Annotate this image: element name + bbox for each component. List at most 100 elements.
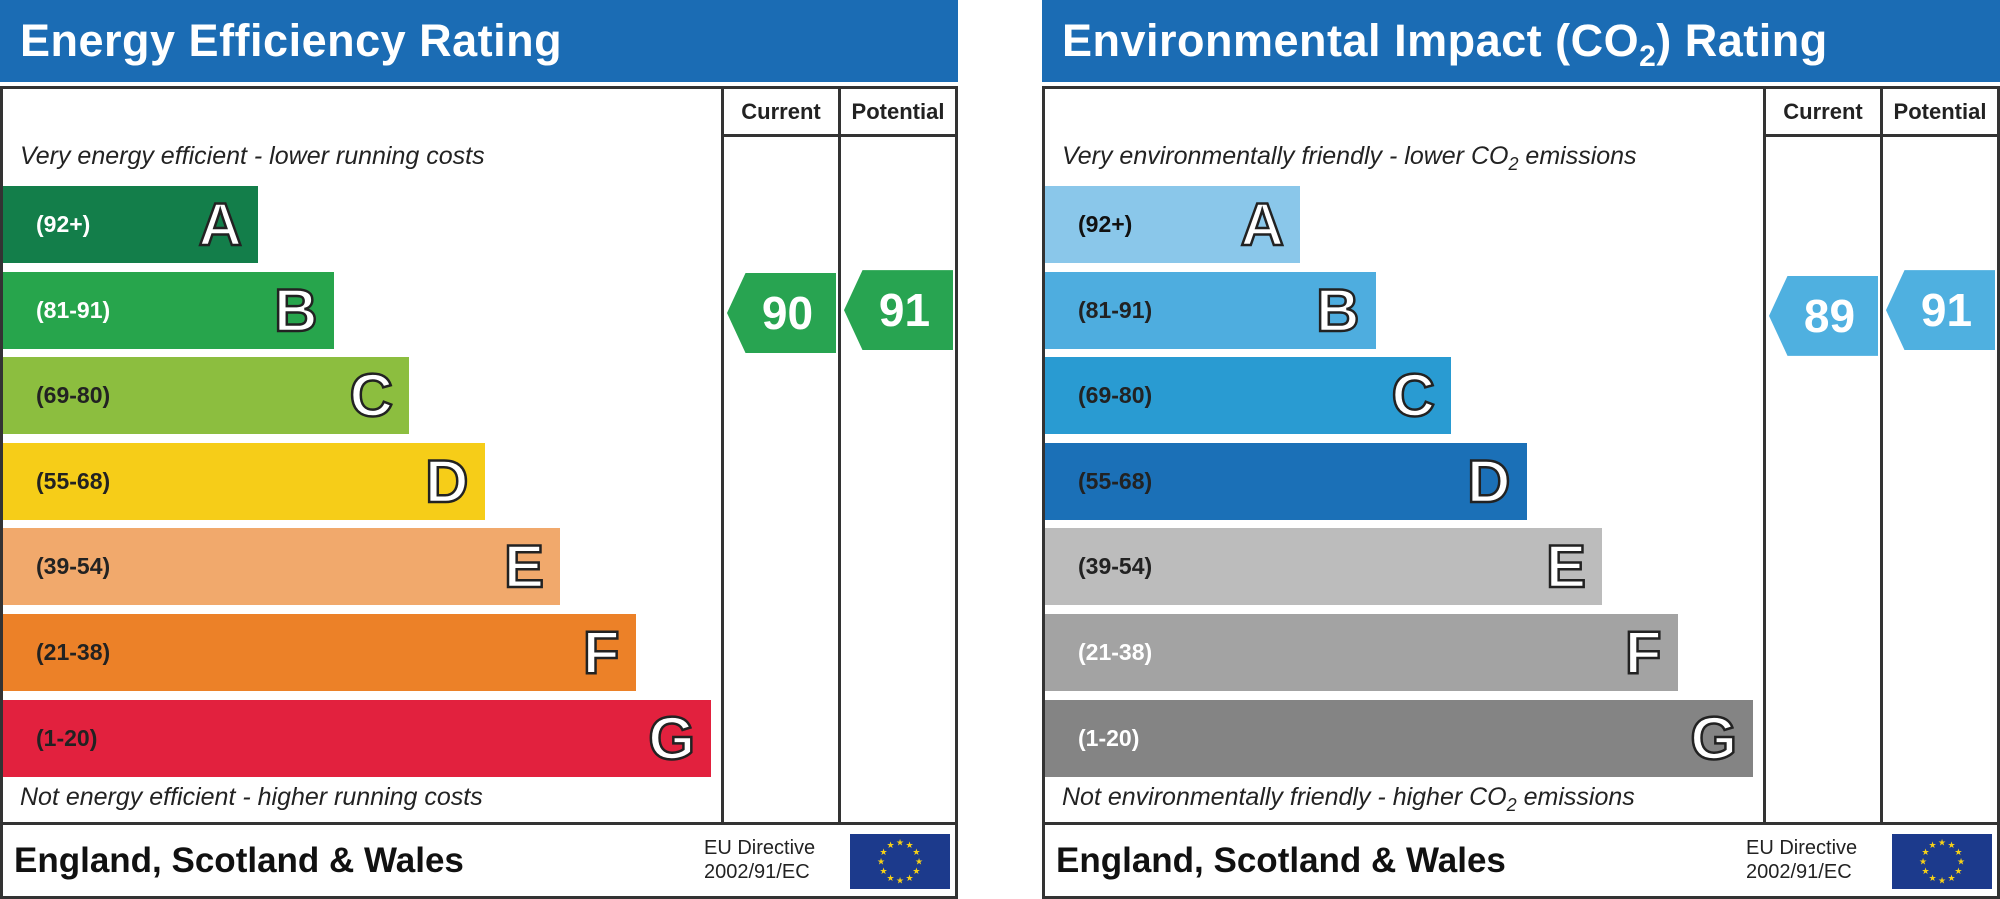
footer-divider: [1042, 822, 2000, 825]
eu-star-icon: ★: [915, 858, 923, 868]
column-header-divider: [721, 134, 958, 137]
current-rating-arrow: 90: [727, 272, 836, 353]
band-letter: B: [273, 275, 319, 345]
band-letter: F: [1624, 618, 1663, 688]
eu-stars: ★★★★★★★★★ ★ ★★: [1919, 839, 1965, 887]
band-letter: F: [582, 618, 621, 688]
rating-band-c: (69-80) C: [1045, 357, 1451, 435]
footer-divider: [0, 822, 958, 825]
band-range-label: (39-54): [1078, 553, 1153, 580]
column-header-divider: [1763, 134, 2000, 137]
potential-column-divider: [1880, 86, 1883, 825]
title-subscript: 2: [1639, 40, 1657, 73]
eu-flag-icon: ★ ★ ★ ★ ★ ★ ★ ★ ★ ★ ★ ★: [1892, 834, 1992, 889]
caption-part-1: Not environmentally friendly - higher CO: [1062, 783, 1507, 811]
eu-star-icon: ★: [1938, 839, 1946, 849]
rating-band-e: (39-54) E: [3, 528, 560, 606]
caption-subscript: 2: [1508, 154, 1519, 174]
eu-directive-text: EU Directive 2002/91/EC: [704, 836, 815, 884]
band-range-label: (69-80): [1078, 382, 1153, 409]
caption-subscript: 2: [1506, 795, 1517, 815]
eu-star-icon: ★: [1954, 848, 1962, 858]
title-part-1: Environmental Impact (CO: [1062, 15, 1640, 66]
band-letter: B: [1315, 275, 1361, 345]
rating-band-b: (81-91) B: [1045, 271, 1376, 349]
band-range-label: (21-38): [1078, 639, 1153, 665]
eu-star-icon: ★: [886, 841, 894, 851]
eu-directive-line2: 2002/91/EC: [1746, 861, 1852, 883]
rating-band-d: (55-68) D: [3, 442, 485, 520]
rating-band-f: (21-38) F: [1045, 614, 1678, 691]
energy-efficiency-panel: Energy Efficiency Rating Current Potenti…: [0, 0, 958, 899]
band-range-label: (81-91): [1078, 296, 1153, 323]
band-letter: C: [1390, 361, 1436, 431]
band-range-label: (1-20): [36, 724, 98, 751]
band-range-label: (21-38): [36, 639, 111, 665]
eu-star-icon: ★: [886, 874, 894, 884]
environmental-impact-panel: Environmental Impact (CO2) Rating Curren…: [1042, 0, 2000, 899]
rating-band-b: (81-91) B: [3, 271, 334, 349]
eu-star-icon: ★: [880, 848, 888, 858]
eu-star-icon: ★: [1922, 867, 1930, 877]
eu-flag-icon: ★ ★ ★ ★ ★ ★ ★ ★ ★ ★ ★ ★: [850, 834, 950, 889]
rating-band-a: (92+) A: [1045, 186, 1300, 263]
column-header-potential: Potential: [851, 99, 945, 124]
column-header-potential: Potential: [1893, 99, 1987, 124]
eu-star-icon: ★: [1928, 841, 1936, 851]
top-caption: Very environmentally friendly - lower CO…: [1062, 142, 1637, 175]
band-range-label: (55-68): [1078, 467, 1153, 494]
current-rating-arrow: 89: [1769, 275, 1878, 356]
eu-star-icon: ★: [877, 858, 885, 868]
potential-rating-arrow: 91: [844, 270, 953, 351]
eu-star-icon: ★: [896, 877, 904, 887]
eu-star-icon: ★: [912, 867, 920, 877]
bottom-caption: Not environmentally friendly - higher CO…: [1062, 783, 1635, 816]
title-part-3: ) Rating: [1656, 15, 1828, 66]
eu-star-icon: ★: [896, 839, 904, 849]
rating-band-a: (92+) A: [3, 186, 258, 263]
rating-band-f: (21-38) F: [3, 614, 636, 691]
rating-band-e: (39-54) E: [1045, 528, 1602, 606]
caption-part-3: emissions: [1518, 142, 1637, 170]
band-letter: G: [1689, 703, 1738, 773]
rating-band-d: (55-68) D: [1045, 442, 1527, 520]
eu-star-icon: ★: [1954, 867, 1962, 877]
eu-star-icon: ★: [905, 841, 913, 851]
footer-region-label: England, Scotland & Wales: [1056, 841, 1506, 880]
eu-directive-line1: EU Directive: [704, 837, 816, 859]
column-header-current: Current: [1783, 99, 1863, 124]
eu-star-icon: ★: [905, 874, 913, 884]
rating-band-g: (1-20) G: [3, 699, 711, 777]
top-caption: Very energy efficient - lower running co…: [20, 142, 485, 170]
caption-part-1: Very environmentally friendly - lower CO: [1062, 142, 1509, 170]
band-range-label: (92+): [1078, 211, 1133, 237]
eu-stars: ★★★★★★★★★ ★ ★★: [877, 839, 923, 887]
band-letter: E: [503, 532, 546, 602]
eu-star-icon: ★: [1957, 858, 1965, 868]
band-letter: D: [1466, 447, 1512, 517]
eu-star-icon: ★: [1938, 877, 1946, 887]
rating-band-c: (69-80) C: [3, 357, 409, 435]
eu-star-icon: ★: [1919, 858, 1927, 868]
eu-star-icon: ★: [1947, 841, 1955, 851]
eu-star-icon: ★: [880, 867, 888, 877]
eu-directive-line1: EU Directive: [1746, 837, 1858, 859]
chart-frame: [1042, 86, 2000, 899]
current-column-divider: [1763, 86, 1766, 825]
eu-star-icon: ★: [1922, 848, 1930, 858]
column-header-current: Current: [741, 99, 821, 124]
band-letter: E: [1545, 532, 1588, 602]
rating-band-g: (1-20) G: [1045, 699, 1753, 777]
band-letter: A: [197, 190, 243, 260]
eu-star-icon: ★: [912, 848, 920, 858]
band-letter: A: [1239, 190, 1285, 260]
caption-part-3: emissions: [1516, 783, 1635, 811]
eu-directive-text: EU Directive 2002/91/EC: [1746, 836, 1857, 884]
eu-directive-line2: 2002/91/EC: [704, 861, 810, 883]
eu-star-icon: ★: [1928, 874, 1936, 884]
potential-rating-arrow: 91: [1886, 270, 1995, 351]
band-range-label: (81-91): [36, 296, 111, 323]
band-letter: D: [424, 447, 470, 517]
energy-efficiency-title: Energy Efficiency Rating: [0, 0, 958, 82]
band-range-label: (55-68): [36, 467, 111, 494]
